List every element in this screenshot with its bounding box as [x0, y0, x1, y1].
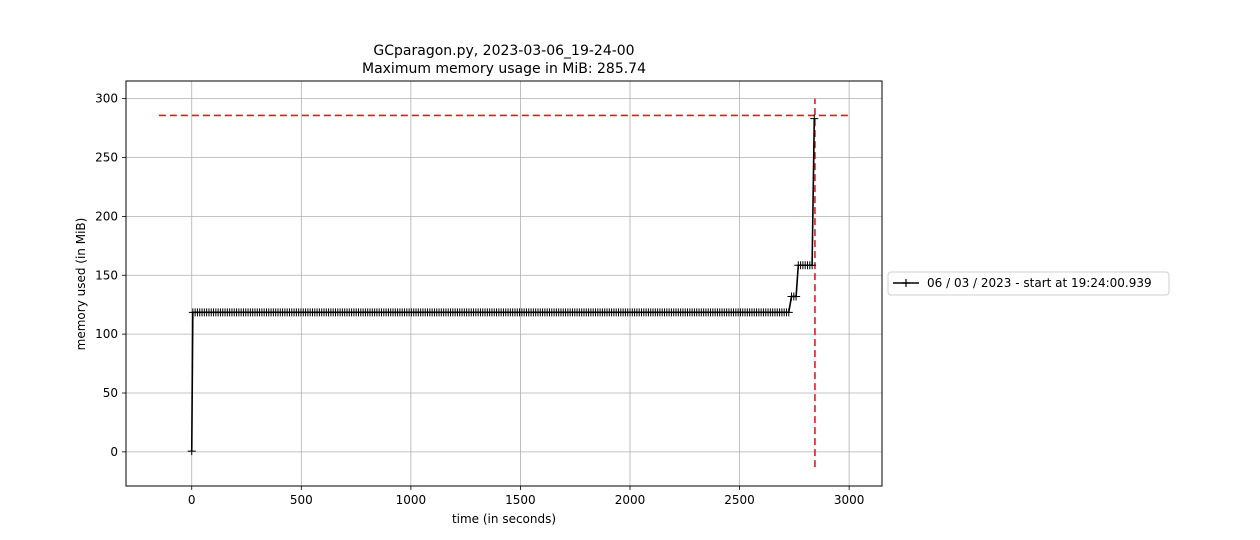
data-point-marker: [784, 308, 793, 317]
max-usage-markers: [158, 98, 850, 468]
y-axis-label: memory used (in MiB): [74, 218, 88, 351]
y-tick-label: 200: [95, 209, 118, 223]
legend-marker-plus: [902, 279, 910, 287]
data-point-marker: [810, 114, 819, 123]
x-tick-label: 500: [290, 493, 313, 507]
x-axis-label: time (in seconds): [452, 512, 556, 526]
legend-box: [887, 271, 1170, 296]
y-tick-label: 300: [95, 92, 118, 106]
legend: 06 / 03 / 2023 - start at 19:24:00.939: [887, 271, 1170, 296]
x-tick-label: 2500: [724, 493, 755, 507]
y-tick-label: 100: [95, 327, 118, 341]
x-tick-label: 1500: [505, 493, 536, 507]
legend-label: 06 / 03 / 2023 - start at 19:24:00.939: [927, 276, 1152, 290]
series-memory-usage: [187, 114, 819, 456]
data-point-marker: [792, 292, 801, 301]
y-tick-label: 150: [95, 268, 118, 282]
data-point-marker: [187, 447, 196, 456]
y-tick-label: 0: [110, 445, 118, 459]
data-point-marker: [808, 261, 817, 270]
chart-subtitle: Maximum memory usage in MiB: 285.74: [362, 61, 646, 77]
x-tick-label: 1000: [396, 493, 427, 507]
chart-title: GCparagon.py, 2023-03-06_19-24-00: [373, 43, 634, 59]
x-tick-label: 0: [188, 493, 196, 507]
grid-lines: [126, 81, 882, 486]
plot-area-frame: [125, 80, 883, 487]
x-tick-label: 2000: [615, 493, 646, 507]
y-tick-label: 250: [95, 151, 118, 165]
y-tick-label: 50: [103, 386, 118, 400]
y-axis-ticks: 0 50 100 150 200 250 300: [95, 92, 126, 459]
x-axis-ticks: 0 500 1000 1500 2000 2500 3000: [188, 486, 864, 507]
x-tick-label: 3000: [834, 493, 865, 507]
